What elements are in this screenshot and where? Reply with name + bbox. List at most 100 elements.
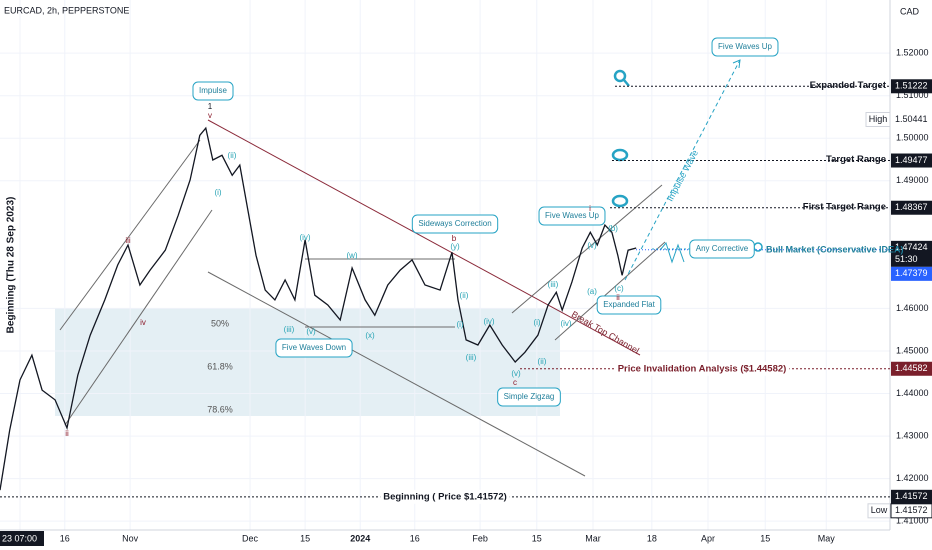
wave-label: (ii) [538, 357, 547, 366]
callout-text: Impulse [199, 86, 228, 95]
low-price: 1.41572 [895, 505, 928, 515]
wave-label: v [208, 111, 212, 120]
wave-label: (v) [511, 369, 521, 378]
x-tick-label: Mar [585, 533, 601, 543]
y-tick-label: 1.51000 [896, 90, 929, 100]
wave-label: (c) [614, 284, 624, 293]
chart-title: EURCAD, 2h, PEPPERSTONE [4, 5, 129, 15]
price-tag [891, 153, 932, 168]
callout-text: Five Waves Up [718, 42, 772, 51]
callout-box [192, 81, 234, 101]
wave-label: (i) [456, 320, 463, 329]
price-tag-text: 1.48367 [895, 202, 928, 212]
callout-box [497, 387, 561, 407]
label-bg [614, 361, 790, 376]
callout-box [596, 295, 662, 315]
x-tick-label: 23 07:00 [2, 533, 37, 543]
x-tick-label: 18 [647, 533, 657, 543]
wave-label: (v) [306, 327, 316, 336]
callout-text: Expanded Flat [603, 300, 655, 309]
wave-label: iii [125, 236, 131, 245]
callout-text: Simple Zigzag [504, 392, 555, 401]
wave-label: (iv) [560, 319, 571, 328]
callout-text: Any Corrective [696, 244, 749, 253]
magnifier-handle [623, 79, 630, 87]
wave-label: (b) [608, 224, 618, 233]
last-price-tag [891, 240, 932, 267]
high-price: 1.50441 [895, 114, 928, 124]
low-tag [867, 503, 891, 519]
level-label: Price Invalidation Analysis ($1.44582) [618, 363, 787, 374]
callout-text: Sideways Correction [418, 219, 491, 228]
price-tag-text: 1.49477 [895, 155, 928, 165]
grid [0, 0, 890, 530]
x-tick-label: 16 [410, 533, 420, 543]
wave-label: ii [616, 293, 620, 302]
wave-label: i [589, 204, 591, 213]
corrective-zigzag [659, 241, 685, 264]
low-label: Low [871, 505, 888, 515]
wave-label: (w) [346, 251, 357, 260]
y-axis-label: Beginning (Thu 28 Sep 2023) [6, 197, 17, 334]
channel-line [554, 241, 666, 341]
y-tick-label: 1.41000 [896, 516, 929, 526]
x-tick-label: Feb [472, 533, 488, 543]
currency: CAD [900, 6, 920, 16]
low-price-tag [890, 503, 932, 519]
x-tick-label: Apr [701, 533, 715, 543]
wave-label: (a) [587, 287, 597, 296]
level-label: Expanded Target [810, 80, 887, 91]
wave-label: (i) [533, 318, 540, 327]
price-line [0, 126, 637, 491]
y-tick-label: 1.43000 [896, 430, 929, 440]
callout-box [275, 338, 353, 358]
countdown: 51:30 [895, 254, 918, 264]
level-label: Target Range [826, 154, 886, 165]
y-tick-label: 1.52000 [896, 48, 929, 58]
y-tick-label: 1.44000 [896, 388, 929, 398]
drawings [59, 59, 741, 477]
y-tick-label: 1.50000 [896, 133, 929, 143]
x-tick-label: 16 [60, 533, 70, 543]
wave-label: (y) [450, 242, 460, 251]
fib-label: 61.8% [207, 361, 233, 371]
arrow-head [732, 59, 741, 69]
high-price-tag [891, 112, 932, 127]
callout-box [538, 206, 606, 226]
bid-price: 1.47379 [895, 268, 928, 278]
label-bg [380, 489, 510, 504]
bid-tag [891, 266, 932, 281]
callout-text: Five Waves Up [545, 211, 599, 220]
crosshair-tag [0, 531, 44, 546]
level-label: First Target Range [803, 201, 886, 212]
price-tag-text: 1.44582 [895, 363, 928, 373]
fib-label: 78.6% [207, 404, 233, 414]
callout-text: Five Waves Down [282, 343, 346, 352]
callout-box [689, 239, 755, 259]
high-tag [865, 112, 891, 128]
x-tick-label: 2024 [350, 533, 370, 543]
wave-label: 1 [208, 102, 213, 111]
channel-line [207, 271, 586, 477]
channel-line [59, 139, 201, 331]
wave-label: c [513, 378, 517, 387]
wave-label: b [452, 234, 457, 243]
x-tick-label: May [818, 533, 836, 543]
wave-label: (iii) [548, 280, 559, 289]
channel-line [64, 209, 213, 426]
x-tick-label: 15 [532, 533, 542, 543]
x-tick-label: Dec [242, 533, 259, 543]
price-tag [891, 200, 932, 215]
level-label: Beginning ( Price $1.41572) [383, 491, 507, 502]
wave-label: (i) [214, 188, 221, 197]
wave-label: (ii) [228, 151, 237, 160]
price-tag-text: 1.51222 [895, 81, 928, 91]
icons [611, 69, 763, 252]
x-tick-label: Nov [122, 533, 139, 543]
projection-arrow [624, 59, 741, 281]
note: Bull Market (Conservative IDEA) [766, 244, 904, 254]
callout-box [711, 37, 779, 57]
